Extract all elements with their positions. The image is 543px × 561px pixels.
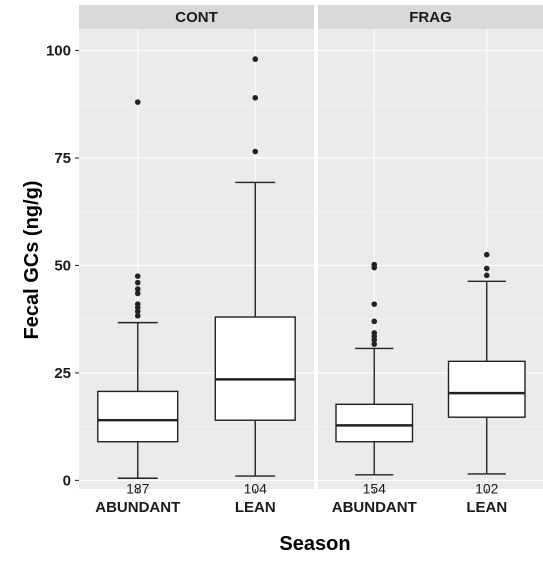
sample-size-label: 187 — [126, 480, 150, 496]
y-axis: 0 25 50 75 100 — [46, 42, 79, 489]
y-tick-label: 25 — [54, 365, 71, 382]
outlier-point — [252, 148, 259, 155]
box-iqr — [447, 360, 526, 418]
box-abundant: 187 — [97, 99, 179, 496]
x-axis: ABUNDANT LEAN ABUNDANT LEAN — [95, 489, 507, 516]
y-tick-label: 0 — [63, 472, 71, 489]
outlier-point — [483, 265, 490, 272]
sample-size-label: 104 — [244, 480, 268, 496]
outlier-point — [483, 251, 490, 258]
outlier-point — [134, 308, 141, 315]
outlier-point — [134, 290, 141, 297]
strip-background — [79, 5, 314, 29]
box-lean: 104 — [214, 56, 296, 496]
strip-background — [318, 5, 543, 29]
outlier-point — [371, 341, 378, 347]
y-axis-title: Fecal GCs (ng/g) — [21, 181, 43, 340]
y-tick-label: 100 — [46, 42, 71, 59]
sample-size-label: 154 — [363, 480, 387, 496]
outlier-point — [134, 99, 141, 105]
outlier-point — [134, 286, 141, 292]
panel-cont: CONT 187 104 — [79, 5, 314, 496]
outlier-point — [371, 301, 378, 307]
panel-frag: FRAG 154 102 — [318, 5, 543, 496]
x-tick-label: ABUNDANT — [95, 499, 180, 516]
outlier-point — [371, 261, 378, 268]
outlier-point — [371, 318, 378, 325]
y-tick-label: 50 — [54, 257, 71, 274]
box-iqr — [214, 316, 296, 421]
outlier-point — [252, 94, 259, 101]
outlier-point — [134, 273, 141, 279]
outlier-point — [134, 279, 141, 286]
y-tick-label: 75 — [54, 150, 71, 167]
outlier-point — [252, 56, 259, 62]
x-tick-label: LEAN — [466, 499, 507, 516]
x-axis-title: Season — [279, 533, 350, 555]
panels-layer: CONT 187 104 FRAG 154 102 — [79, 5, 543, 496]
x-tick-label: LEAN — [235, 499, 276, 516]
box-iqr — [97, 390, 179, 443]
x-tick-label: ABUNDANT — [332, 499, 417, 516]
box-abundant: 154 — [335, 261, 414, 496]
strip-label: FRAG — [409, 9, 452, 26]
sample-size-label: 102 — [475, 480, 499, 496]
outlier-point — [483, 272, 490, 279]
outlier-point — [134, 312, 141, 319]
outlier-point — [134, 301, 141, 307]
box-lean: 102 — [447, 251, 526, 496]
box-iqr — [335, 403, 414, 443]
strip-label: CONT — [175, 9, 218, 26]
outlier-point — [371, 330, 378, 336]
